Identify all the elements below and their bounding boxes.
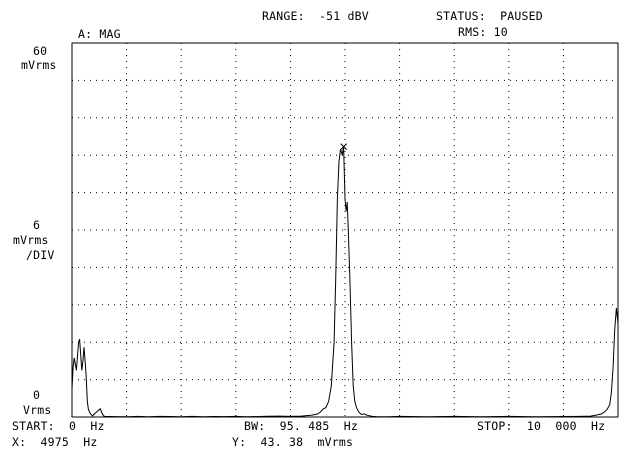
y-bottom-unit: Vrms xyxy=(23,403,52,417)
spectrum-trace xyxy=(71,146,619,418)
plot-grid xyxy=(72,43,618,417)
marker-x-stroke xyxy=(340,143,347,150)
status-readout: STATUS: PAUSED xyxy=(436,9,543,23)
marker-y-readout: Y: 43. 38 mVrms xyxy=(232,435,354,449)
bandwidth-readout: BW: 95. 485 Hz xyxy=(244,419,358,433)
start-frequency: START: 0 Hz xyxy=(12,419,105,433)
y-scale-unit: mVrms xyxy=(13,233,49,247)
stop-frequency: STOP: 10 000 Hz xyxy=(477,419,606,433)
rms-readout: RMS: 10 xyxy=(458,25,508,39)
y-bottom-value: 0 xyxy=(33,388,41,402)
trace-label: A: MAG xyxy=(78,27,121,41)
y-top-value: 60 xyxy=(33,44,48,58)
range-readout: RANGE: -51 dBV xyxy=(262,9,369,23)
y-scale-per-div: /DIV xyxy=(26,248,55,262)
marker-x xyxy=(340,143,347,150)
y-top-unit: mVrms xyxy=(21,58,57,72)
marker-x-readout: X: 4975 Hz xyxy=(12,435,98,449)
y-scale-value: 6 xyxy=(33,218,41,232)
